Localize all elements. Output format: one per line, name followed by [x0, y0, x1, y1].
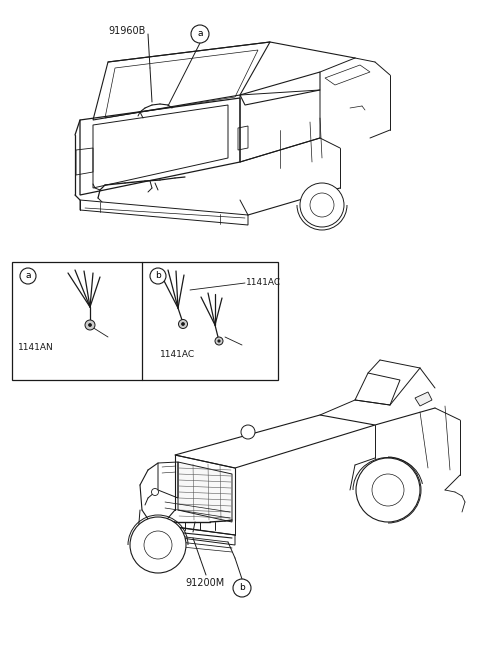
Polygon shape [415, 392, 432, 406]
Circle shape [181, 323, 184, 325]
Text: 91960B: 91960B [108, 26, 145, 36]
Circle shape [215, 337, 223, 345]
Text: 1141AN: 1141AN [18, 343, 54, 352]
Text: a: a [197, 30, 203, 39]
Circle shape [130, 517, 186, 573]
Circle shape [191, 25, 209, 43]
Text: b: b [239, 583, 245, 592]
Circle shape [88, 323, 92, 327]
Text: 91200M: 91200M [185, 578, 224, 588]
Circle shape [233, 579, 251, 597]
Circle shape [300, 183, 344, 227]
Circle shape [20, 268, 36, 284]
Circle shape [218, 340, 220, 342]
Circle shape [179, 319, 188, 329]
Circle shape [241, 425, 255, 439]
Circle shape [152, 489, 158, 495]
Text: b: b [155, 272, 161, 281]
FancyBboxPatch shape [12, 262, 278, 380]
Polygon shape [178, 462, 232, 522]
Circle shape [150, 268, 166, 284]
Circle shape [85, 320, 95, 330]
Circle shape [356, 458, 420, 522]
Text: 1141AC: 1141AC [246, 278, 281, 287]
Text: 1141AC: 1141AC [160, 350, 195, 359]
Text: a: a [25, 272, 31, 281]
